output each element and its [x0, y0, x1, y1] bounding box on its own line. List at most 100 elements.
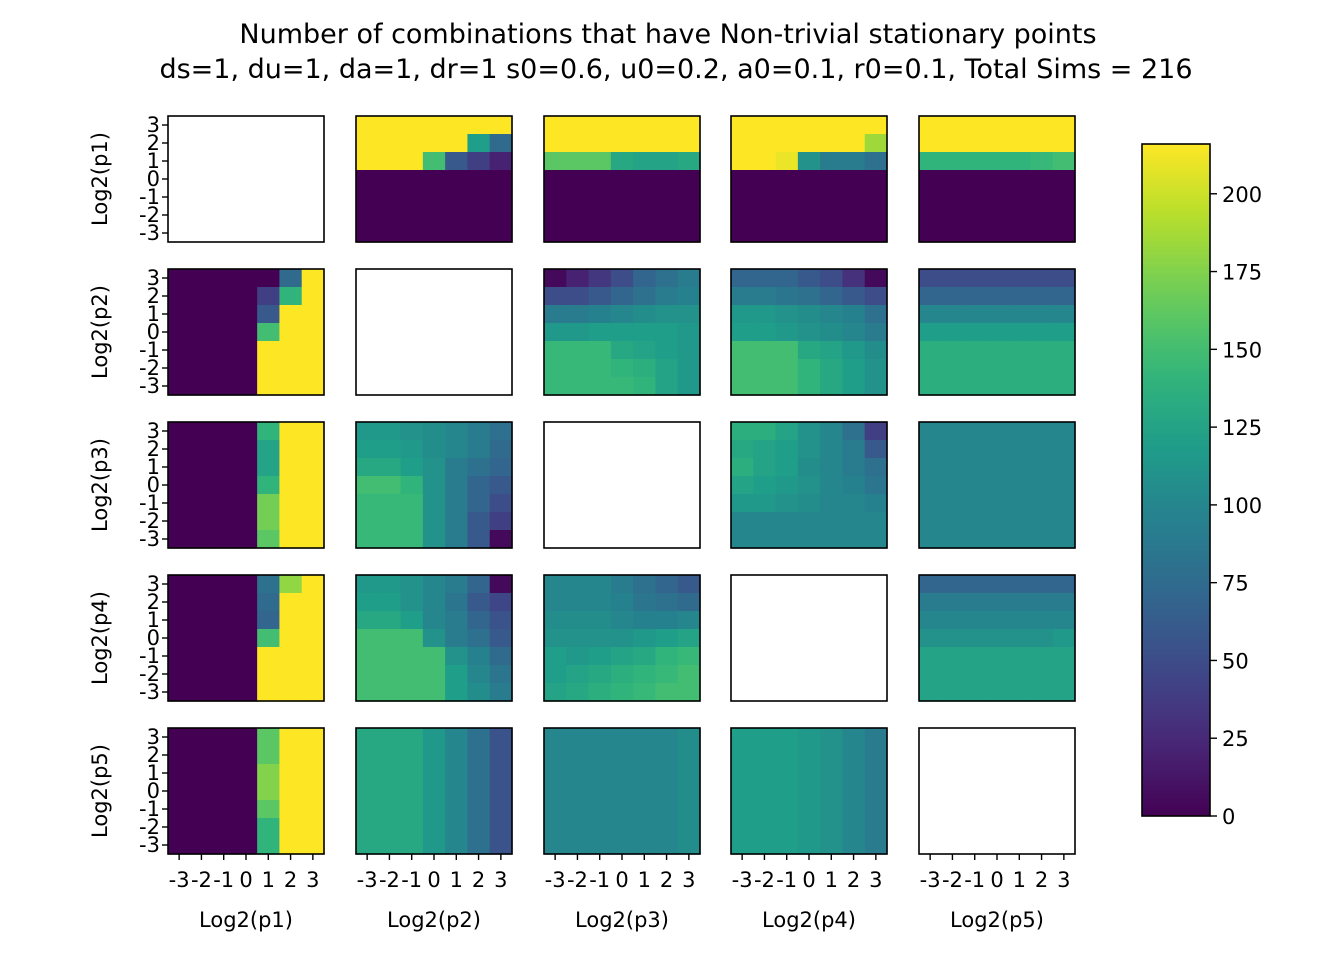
heatmap-cell [633, 764, 657, 783]
heatmap-cell [775, 134, 799, 153]
heatmap-cell [190, 323, 214, 342]
heatmap-cell [775, 800, 799, 819]
heatmap-cell [168, 269, 191, 288]
heatmap-cell [610, 323, 634, 342]
x-axis-label: Log2(p2) [387, 908, 481, 932]
heatmap-cell [489, 512, 513, 531]
heatmap-cell [422, 665, 446, 684]
heatmap-cell [378, 476, 402, 495]
heatmap-cell [820, 152, 844, 171]
heatmap-cell [588, 665, 612, 684]
heatmap-cell [985, 170, 1009, 189]
heatmap-cell [1030, 116, 1054, 135]
heatmap-cell [919, 494, 942, 513]
heatmap-cell [301, 782, 325, 801]
heatmap-cell [919, 188, 942, 207]
heatmap-cell [168, 530, 191, 549]
heatmap-cell [941, 323, 965, 342]
heatmap-panel [355, 421, 513, 549]
heatmap-cell [400, 422, 424, 441]
heatmap-cell [1052, 575, 1076, 594]
heatmap-cell [919, 575, 942, 594]
heatmap-cell [356, 152, 379, 171]
heatmap-cell [820, 341, 844, 360]
heatmap-cell [864, 818, 888, 837]
colorbar-tick-label: 25 [1222, 727, 1249, 751]
heatmap-cell [400, 188, 424, 207]
heatmap-cell [864, 134, 888, 153]
heatmap-cell [257, 818, 281, 837]
heatmap-cell [610, 152, 634, 171]
heatmap-cell [544, 188, 567, 207]
panel-frame [918, 268, 1076, 396]
heatmap-cell [400, 683, 424, 702]
heatmap-cell [775, 359, 799, 378]
heatmap-cell [919, 224, 942, 243]
heatmap-cell [963, 512, 987, 531]
heatmap-cell [467, 512, 491, 531]
heatmap-cell [941, 269, 965, 288]
heatmap-cell [279, 323, 303, 342]
x-tick-label: -2 [567, 868, 588, 892]
heatmap-cell [168, 494, 191, 513]
heatmap-cell [820, 728, 844, 747]
heatmap-cell [797, 746, 821, 765]
heatmap-cell [400, 224, 424, 243]
heatmap-cell [820, 422, 844, 441]
heatmap-cell [234, 665, 258, 684]
heatmap-cell [1008, 512, 1032, 531]
heatmap-cell [279, 377, 303, 396]
y-tick-label: -1 [139, 338, 160, 362]
heatmap-cell [588, 818, 612, 837]
heatmap-cell [445, 512, 469, 531]
heatmap-cell [168, 575, 191, 594]
heatmap-cell [1008, 152, 1032, 171]
heatmap-cell [820, 323, 844, 342]
heatmap-cell [566, 800, 590, 819]
heatmap-cell [655, 575, 679, 594]
heatmap-cell [864, 476, 888, 495]
heatmap-cell [1052, 269, 1076, 288]
heatmap-cell [588, 800, 612, 819]
heatmap-cell [753, 764, 777, 783]
heatmap-cell [797, 440, 821, 459]
heatmap-cell [400, 575, 424, 594]
heatmap-cell [234, 836, 258, 855]
heatmap-cell [919, 458, 942, 477]
heatmap-cell [212, 422, 236, 441]
y-tick-label: 2 [147, 743, 160, 767]
heatmap-cell [753, 800, 777, 819]
heatmap-cell [677, 665, 701, 684]
chart-title: Number of combinations that have Non-tri… [239, 19, 1096, 50]
heatmap-cell [1030, 665, 1054, 684]
heatmap-cell [655, 188, 679, 207]
heatmap-cell [356, 458, 379, 477]
heatmap-cell [842, 377, 866, 396]
heatmap-cell [731, 818, 754, 837]
heatmap-cell [677, 170, 701, 189]
y-axis-label: Log2(p2) [88, 285, 112, 379]
heatmap-cell [731, 377, 754, 396]
heatmap-cell [257, 287, 281, 306]
heatmap-cell [1030, 152, 1054, 171]
heatmap-cell [941, 359, 965, 378]
heatmap-cell [257, 575, 281, 594]
x-tick-label: 3 [494, 868, 507, 892]
x-tick-label: 0 [615, 868, 628, 892]
heatmap-cell [257, 440, 281, 459]
heatmap-cell [775, 728, 799, 747]
heatmap-cell [820, 530, 844, 549]
heatmap-cell [842, 476, 866, 495]
heatmap-cell [633, 359, 657, 378]
heatmap-cell [610, 647, 634, 666]
heatmap-cell [985, 575, 1009, 594]
heatmap-cell [864, 269, 888, 288]
heatmap-cell [467, 152, 491, 171]
heatmap-cell [168, 377, 191, 396]
heatmap-panel [543, 421, 701, 549]
heatmap-cell [1052, 611, 1076, 630]
heatmap-cell [168, 323, 191, 342]
heatmap-cell [864, 836, 888, 855]
